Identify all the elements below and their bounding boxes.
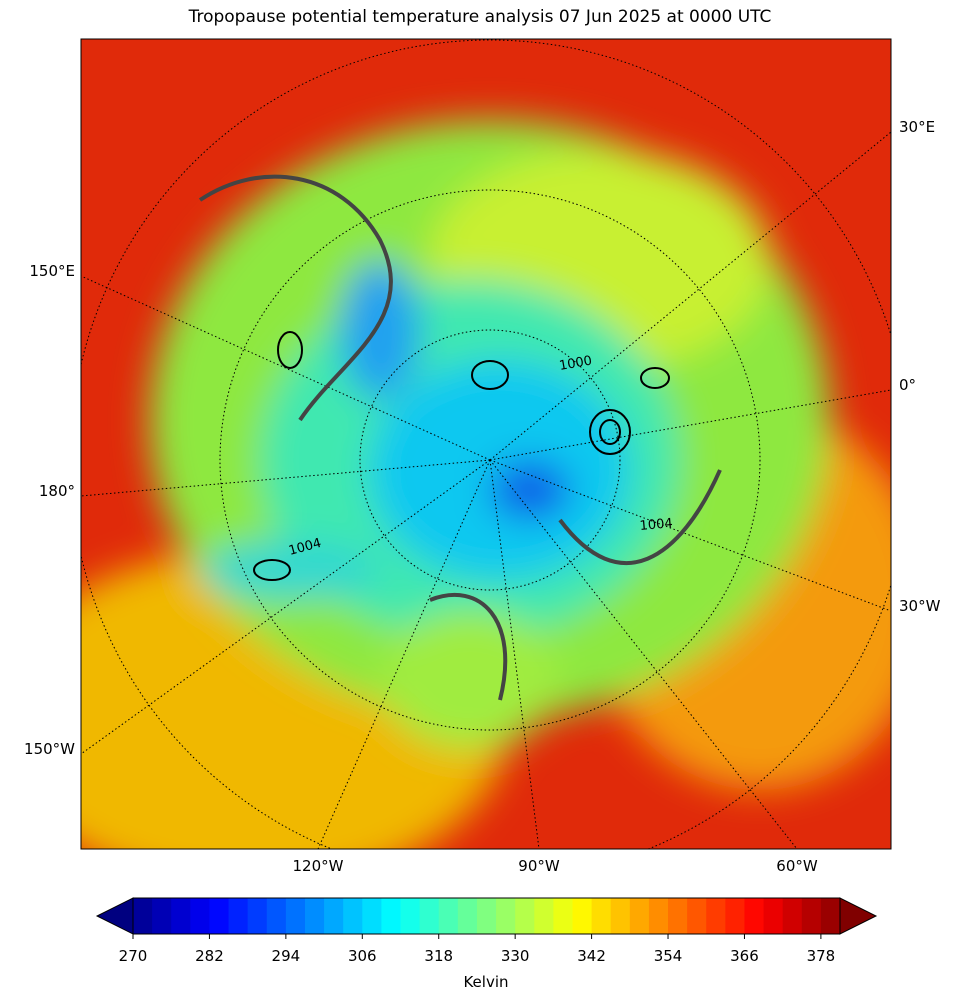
colorbar-segment: [572, 898, 593, 934]
colorbar-segment: [782, 898, 803, 934]
colorbar-segment: [610, 898, 631, 934]
colorbar-segment: [629, 898, 650, 934]
longitude-label: 180°: [39, 482, 75, 500]
colorbar-segment: [362, 898, 383, 934]
longitude-label: 120°W: [293, 857, 344, 875]
colorbar-segment: [591, 898, 612, 934]
colorbar-segment: [515, 898, 535, 934]
colorbar-label: Kelvin: [463, 973, 508, 991]
colorbar-segment: [228, 898, 249, 934]
colorbar-tick-label: 378: [807, 947, 836, 965]
colorbar-tick-label: 366: [730, 947, 759, 965]
colorbar-segment: [190, 898, 211, 934]
colorbar-segment: [801, 898, 822, 934]
colorbar-segment: [209, 898, 230, 934]
colorbar-segment: [763, 898, 784, 934]
colorbar-segment: [133, 898, 153, 934]
colorbar-tick-label: 270: [119, 947, 148, 965]
colorbar-segment: [744, 898, 765, 934]
longitude-label: 150°E: [29, 262, 75, 280]
colorbar-tick-label: 354: [654, 947, 683, 965]
longitude-label: 30°E: [899, 118, 935, 136]
colorbar-segment: [476, 898, 497, 934]
colorbar-tick-label: 342: [577, 947, 606, 965]
colorbar-segment: [820, 898, 841, 934]
colorbar-segment: [304, 898, 325, 934]
title: Tropopause potential temperature analysi…: [188, 7, 772, 27]
colorbar-segment: [266, 898, 287, 934]
colorbar-tick-label: 282: [195, 947, 224, 965]
longitude-label: 90°W: [518, 857, 560, 875]
colorbar-segment: [457, 898, 478, 934]
contour-label: 1000: [558, 353, 593, 374]
colorbar-segment: [285, 898, 306, 934]
colorbar-tick-label: 294: [272, 947, 301, 965]
map-frame: [80, 38, 892, 850]
colorbar-segment: [152, 898, 172, 934]
colorbar-extend-high: [839, 897, 878, 935]
longitude-label: 60°W: [776, 857, 818, 875]
colorbar-segment: [381, 898, 402, 934]
colorbar-segment: [668, 898, 688, 934]
colorbar-tick-label: 318: [424, 947, 453, 965]
colorbar-segment: [438, 898, 459, 934]
colorbar-segment: [725, 898, 746, 934]
colorbar-segment: [648, 898, 669, 934]
colorbar-segment: [343, 898, 363, 934]
colorbar-segment: [400, 898, 421, 934]
colorbar-segment: [687, 898, 707, 934]
colorbar-segment: [171, 898, 191, 934]
longitude-label: 30°W: [899, 597, 941, 615]
colorbar-segment: [324, 898, 344, 934]
colorbar-segment: [496, 898, 516, 934]
colorbar-extend-low: [95, 897, 134, 935]
colorbar-segment: [419, 898, 440, 934]
colorbar-frame: [132, 897, 841, 935]
colorbar-segment: [553, 898, 574, 934]
colorbar: 270 282 294 306 318 330 342 354 366 378: [95, 897, 878, 965]
longitude-label: 0°: [899, 376, 916, 394]
colorbar-segment: [534, 898, 554, 934]
colorbar-segment: [247, 898, 268, 934]
longitude-label: 150°W: [24, 740, 75, 758]
map: [81, 39, 891, 849]
contour-label: 1004: [639, 516, 673, 534]
colorbar-segment: [706, 898, 726, 934]
colorbar-tick-label: 330: [501, 947, 530, 965]
colorbar-tick-label: 306: [348, 947, 377, 965]
